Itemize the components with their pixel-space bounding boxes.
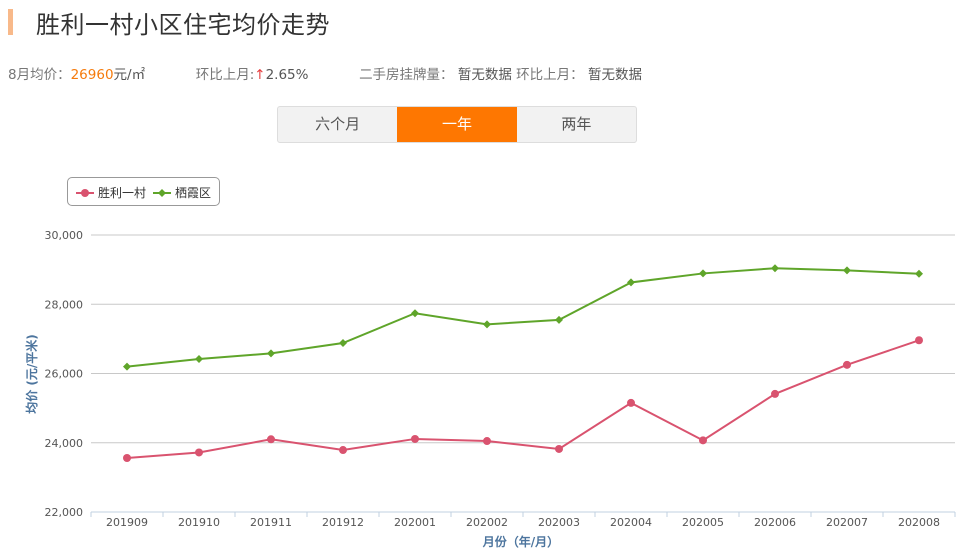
data-point-circle [699,436,707,445]
y-tick-label: 22,000 [45,506,84,519]
listing-mom-value: 暂无数据 [587,67,642,83]
up-arrow-icon: ↑ [254,67,266,83]
mom-label: 环比上月: [195,67,255,83]
tab-two-years[interactable]: 两年 [561,115,592,133]
data-point-diamond [195,354,203,363]
x-tick-label: 201912 [322,516,364,529]
price-stats: 8月均价：26960元/㎡ 环比上月:↑2.65% 二手房挂牌量： 暂无数据 环… [8,63,642,83]
data-point-diamond [627,278,635,287]
data-point-circle [483,437,491,446]
data-point-diamond [123,362,131,371]
data-point-diamond [699,269,707,278]
listing-mom-label: 环比上月： [516,67,584,83]
x-tick-label: 202006 [754,516,796,529]
data-point-diamond [483,320,491,329]
data-point-circle [627,398,635,407]
data-point-circle [123,453,131,462]
x-tick-label: 201911 [250,516,292,529]
x-tick-label: 202001 [394,516,436,529]
x-tick-label: 202002 [466,516,508,529]
legend-label: 栖霞区 [175,186,212,200]
y-tick-label: 28,000 [45,298,84,311]
chart-legend: 胜利一村 栖霞区 [67,177,220,206]
data-point-circle [915,336,923,345]
y-tick-label: 30,000 [45,229,84,242]
data-point-circle [267,435,275,444]
listing-value: 暂无数据 [457,67,512,83]
data-point-diamond [771,264,779,273]
y-tick-label: 24,000 [45,437,84,450]
x-tick-label: 201909 [106,516,148,529]
data-point-circle [771,389,779,398]
legend-item-shengli[interactable]: 胜利一村 [76,184,146,201]
circle-marker-icon [76,188,94,197]
period-tabs: 六个月 一年 两年 [277,106,637,143]
data-point-circle [843,360,851,369]
x-tick-label: 202007 [826,516,868,529]
series-line [126,267,920,368]
x-tick-label: 202008 [898,516,940,529]
legend-item-qixia[interactable]: 栖霞区 [153,184,211,201]
y-axis-title: 均价 (元/平米) [24,334,39,414]
data-point-diamond [915,269,923,278]
data-point-diamond [267,349,275,358]
x-tick-label: 202004 [610,516,652,529]
data-point-circle [195,448,203,457]
title-accent-bar [8,9,13,35]
data-point-circle [339,446,347,455]
diamond-marker-icon [153,188,171,197]
x-tick-label: 202003 [538,516,580,529]
page-title: 胜利一村小区住宅均价走势 [36,11,330,39]
data-point-circle [411,434,419,443]
legend-label: 胜利一村 [98,186,147,200]
x-axis-title: 月份（年/月） [482,534,559,549]
series-line [126,339,920,459]
avg-price-label: 8月均价： [8,67,71,83]
data-point-diamond [555,315,563,324]
mom-value: 2.65% [265,67,309,83]
x-tick-label: 201910 [178,516,220,529]
listing-label: 二手房挂牌量： [359,67,454,83]
tab-six-months[interactable]: 六个月 [315,115,361,133]
data-point-diamond [411,309,419,318]
y-tick-label: 26,000 [45,368,84,381]
data-point-diamond [339,339,347,348]
data-point-diamond [843,266,851,275]
avg-price-unit: 元/㎡ [113,67,146,83]
x-tick-label: 202005 [682,516,724,529]
data-point-circle [555,444,563,453]
avg-price-value: 26960 [70,67,114,83]
tab-one-year[interactable]: 一年 [397,107,517,142]
